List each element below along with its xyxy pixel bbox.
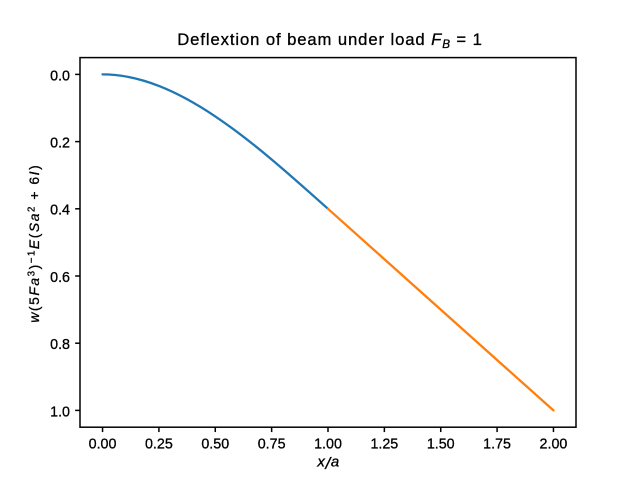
svg-text:w(5Fa3)−1E(Sa2 + 6I): w(5Fa3)−1E(Sa2 + 6I) (26, 164, 42, 323)
svg-text:0.0: 0.0 (50, 68, 70, 84)
svg-text:0.8: 0.8 (50, 337, 70, 353)
svg-text:1.0: 1.0 (50, 404, 70, 420)
svg-text:0.00: 0.00 (89, 436, 117, 452)
svg-text:0.2: 0.2 (50, 136, 70, 152)
svg-text:1.25: 1.25 (370, 436, 398, 452)
svg-text:1.75: 1.75 (483, 436, 511, 452)
svg-text:0.50: 0.50 (201, 436, 229, 452)
svg-text:x/a: x/a (316, 454, 339, 474)
svg-text:0.6: 0.6 (50, 270, 70, 286)
svg-text:0.75: 0.75 (258, 436, 286, 452)
svg-text:0.4: 0.4 (50, 203, 70, 219)
svg-text:1.00: 1.00 (314, 436, 342, 452)
svg-text:0.25: 0.25 (145, 436, 173, 452)
svg-text:Deflextion of beam under load: Deflextion of beam under load FB = 1 (177, 30, 483, 51)
svg-text:1.50: 1.50 (427, 436, 455, 452)
svg-text:2.00: 2.00 (540, 436, 568, 452)
